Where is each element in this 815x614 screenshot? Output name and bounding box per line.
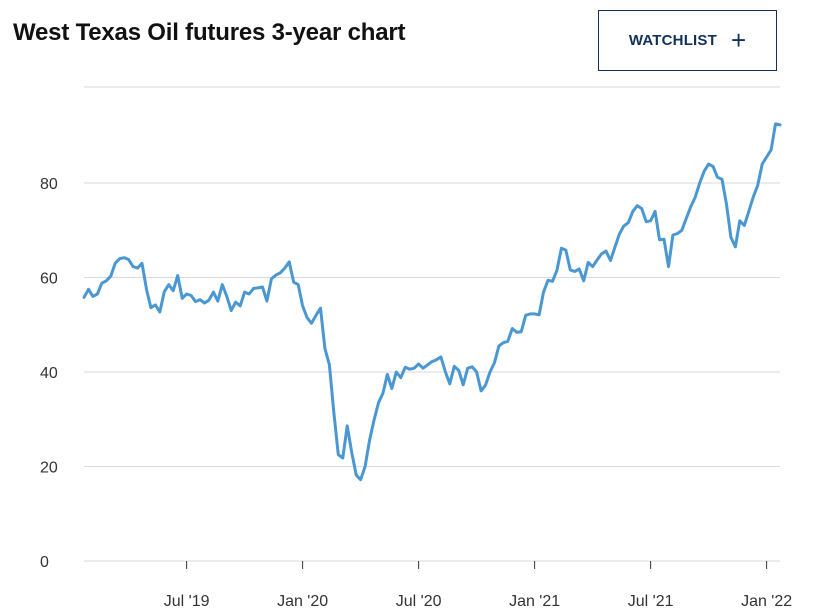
plus-icon: + xyxy=(731,24,747,55)
y-tick-label-80: 80 xyxy=(40,176,58,193)
y-tick-label-40: 40 xyxy=(40,365,58,382)
series-line-0 xyxy=(82,122,782,482)
x-tick-label-1: Jan '20 xyxy=(277,593,328,610)
y-tick-label-0: 0 xyxy=(40,554,49,571)
watchlist-label: WATCHLIST xyxy=(628,32,717,49)
y-tick-label-60: 60 xyxy=(40,271,58,288)
x-tick-label-2: Jul '20 xyxy=(396,593,442,610)
y-tick-label-20: 20 xyxy=(40,460,58,477)
chart-title: West Texas Oil futures 3-year chart xyxy=(13,19,406,46)
x-tick-label-5: Jan '22 xyxy=(741,593,792,610)
x-tick-label-0: Jul '19 xyxy=(164,593,210,610)
x-tick-label-4: Jul '21 xyxy=(628,593,674,610)
watchlist-button[interactable]: WATCHLIST + xyxy=(598,10,777,71)
x-tick-label-3: Jan '21 xyxy=(509,593,560,610)
